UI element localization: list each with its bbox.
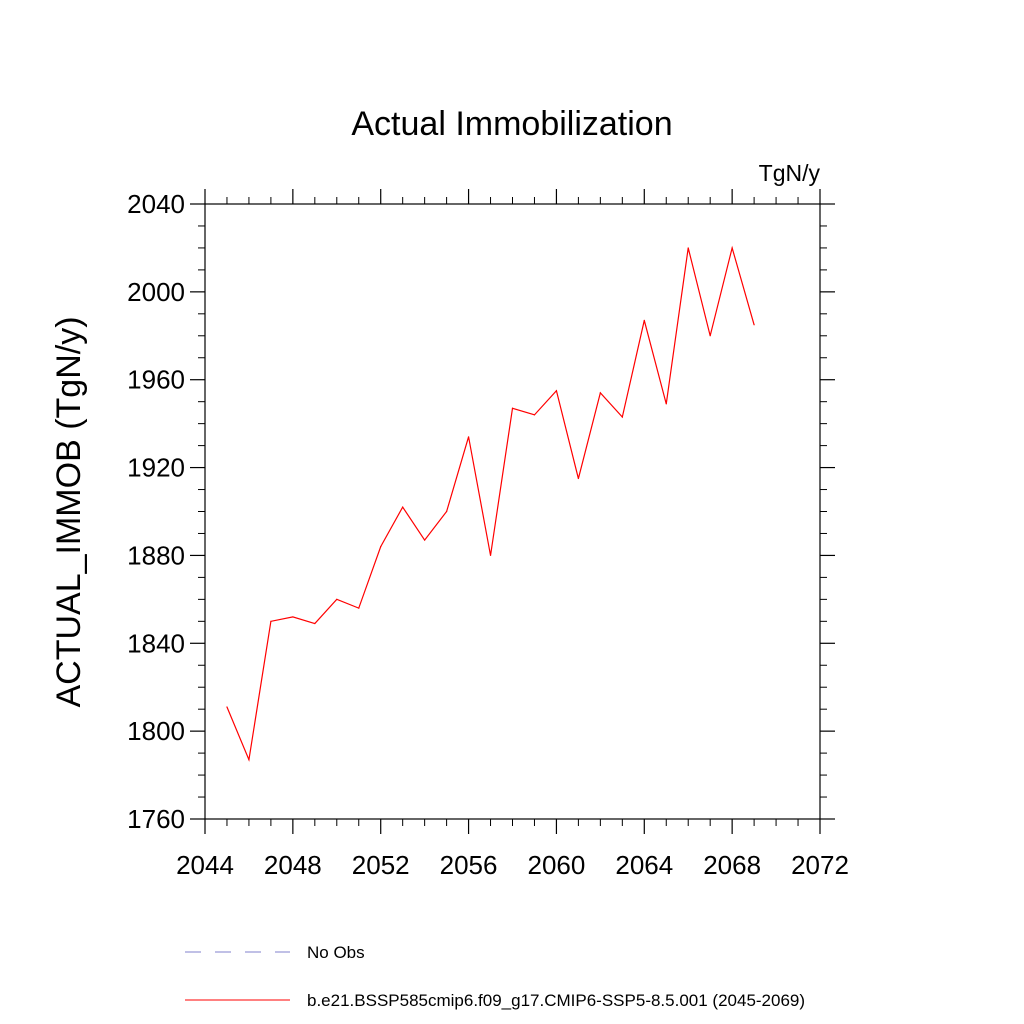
- y-axis: 1760 1800 1840 1880 1920 1960 2000 2040: [127, 189, 835, 834]
- data-point: [446, 510, 448, 513]
- y-tick-label: 2040: [127, 189, 185, 219]
- plot-frame: [204, 203, 821, 820]
- y-tick-label: 1760: [127, 804, 185, 834]
- data-point: [687, 247, 689, 249]
- data-point: [621, 416, 623, 418]
- x-tick-label: 2044: [176, 850, 234, 880]
- data-point: [467, 436, 470, 438]
- data-point: [511, 407, 514, 409]
- y-tick-label: 2000: [127, 277, 185, 307]
- x-tick-label: 2048: [264, 850, 322, 880]
- data-point: [358, 607, 360, 609]
- data-point: [402, 506, 404, 508]
- data-point: [226, 706, 228, 708]
- data-point: [424, 539, 426, 541]
- data-point: [555, 390, 558, 392]
- x-tick-label: 2072: [791, 850, 849, 880]
- legend-label: No Obs: [307, 943, 365, 962]
- series-layer: [226, 245, 755, 762]
- legend: No Obs b.e21.BSSP585cmip6.f09_g17.CMIP6-S…: [185, 943, 805, 1010]
- x-tick-label: 2056: [440, 850, 498, 880]
- data-point: [292, 616, 294, 618]
- chart-title: Actual Immobilization: [351, 105, 672, 143]
- y-tick-label: 1800: [127, 716, 185, 746]
- data-point: [709, 335, 711, 337]
- data-point: [336, 598, 338, 600]
- y-tick-label: 1840: [127, 628, 185, 658]
- data-point: [270, 620, 272, 622]
- data-point: [643, 319, 645, 322]
- legend-label: b.e21.BSSP585cmip6.f09_g17.CMIP6-SSP5-8.…: [307, 991, 805, 1010]
- data-point: [577, 477, 579, 480]
- x-tick-label: 2068: [703, 850, 761, 880]
- units-label: TgN/y: [759, 160, 821, 186]
- x-tick-label: 2060: [528, 850, 586, 880]
- y-tick-label: 1880: [127, 540, 185, 570]
- data-point: [380, 546, 382, 548]
- data-point: [599, 392, 601, 394]
- data-point: [533, 414, 536, 416]
- y-tick-label: 1920: [127, 453, 185, 483]
- y-axis-label: ACTUAL_IMMOB (TgN/y): [50, 316, 88, 707]
- x-axis: 2044 2048 2052 2056 2060 2064 2068 2072: [176, 189, 849, 880]
- x-tick-label: 2052: [352, 850, 410, 880]
- data-point: [489, 554, 492, 557]
- data-point: [314, 622, 316, 625]
- x-tick-label: 2064: [615, 850, 673, 880]
- series-line: [226, 245, 755, 762]
- data-point: [753, 324, 755, 326]
- data-point: [665, 403, 667, 405]
- data-point: [731, 247, 733, 249]
- y-tick-label: 1960: [127, 365, 185, 395]
- data-point: [248, 759, 250, 761]
